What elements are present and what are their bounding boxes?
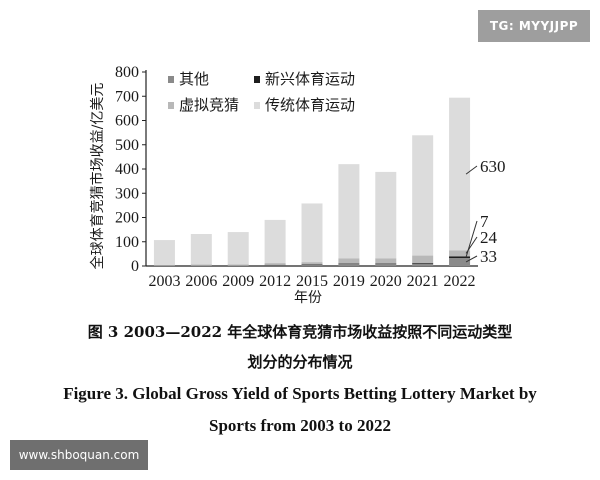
- legend-label: 新兴体育运动: [265, 70, 355, 88]
- bar-segment: [449, 250, 471, 257]
- x-tick-label: 2006: [185, 273, 217, 290]
- bar-segment: [412, 255, 434, 263]
- legend-label: 传统体育运动: [265, 96, 355, 114]
- watermark-site: www.shboquan.com: [10, 440, 148, 470]
- bar-segment: [264, 265, 286, 266]
- annotation-label: 33: [480, 247, 497, 266]
- annotation-leader: [465, 255, 478, 263]
- bar-segment: [190, 264, 212, 266]
- y-tick-label: 500: [115, 137, 139, 154]
- y-tick-label: 200: [115, 210, 139, 227]
- bar-segment: [449, 97, 471, 251]
- annotation-label: 7: [480, 212, 489, 231]
- x-tick-label: 2015: [296, 273, 328, 290]
- stacked-bar-chart: 0 100 200 300 400 500 600 700 800 2003 2006 2009 201…: [89, 64, 506, 306]
- x-tick-label: 2020: [370, 273, 402, 290]
- bar-segment: [153, 265, 175, 267]
- bar-segment: [338, 258, 360, 264]
- bar-segment: [190, 265, 212, 266]
- caption-cn-line1: 图 3 2003—2022 年全球体育竞猜市场收益按照不同运动类型: [87, 323, 513, 341]
- bar-segment: [301, 264, 323, 266]
- bar-segment: [153, 264, 175, 266]
- y-tick-label: 400: [115, 161, 139, 178]
- bar-segment: [375, 264, 397, 266]
- bar-segment: [375, 263, 397, 265]
- bar-segment: [227, 264, 249, 266]
- annotation-leader: [465, 236, 478, 254]
- bar-segment: [227, 232, 249, 265]
- bar-segment: [449, 257, 471, 266]
- legend-swatch: [168, 102, 174, 109]
- annotation-label: 630: [480, 157, 506, 176]
- x-tick-label: 2003: [148, 273, 180, 290]
- tick-labels: 0 100 200 300 400 500 600 700 800 2003 2006 2009 201…: [115, 64, 476, 290]
- watermark-tg: TG: MYYJJPP: [478, 10, 590, 42]
- bar-segment: [301, 264, 323, 266]
- x-tick-label: 2009: [222, 273, 254, 290]
- annotation-label: 24: [480, 228, 498, 247]
- legend-label: 其他: [179, 70, 209, 88]
- bar-segment: [338, 263, 360, 265]
- bar-segment: [449, 256, 471, 258]
- y-tick-label: 600: [115, 113, 139, 130]
- x-tick-label: 2012: [259, 273, 291, 290]
- y-tick-label: 700: [115, 88, 139, 105]
- bar-segment: [338, 264, 360, 266]
- bar-segment: [190, 233, 212, 265]
- x-tick-label: 2021: [407, 273, 439, 290]
- y-tick-label: 300: [115, 185, 139, 202]
- bar-segment: [153, 240, 175, 265]
- bar-segment: [338, 164, 360, 259]
- caption-en-line2: Sports from 2003 to 2022: [209, 416, 391, 435]
- bar-segment: [375, 171, 397, 259]
- bars: [153, 97, 471, 267]
- y-axis-title: 全球体育竞猜市场收益/亿美元: [89, 83, 106, 270]
- bar-segment: [301, 262, 323, 265]
- caption-en-line1: Figure 3. Global Gross Yield of Sports B…: [63, 384, 537, 403]
- caption-cn-line2: 划分的分布情况: [247, 353, 353, 371]
- bar-segment: [264, 264, 286, 266]
- x-tick-label: 2019: [333, 273, 365, 290]
- y-tick-label: 0: [131, 258, 139, 275]
- legend-swatch: [168, 76, 174, 83]
- bar-segment: [375, 258, 397, 264]
- x-tick-label: 2022: [444, 273, 476, 290]
- bar-segment: [412, 262, 434, 264]
- bar-segment: [412, 135, 434, 256]
- y-tick-label: 100: [115, 234, 139, 251]
- y-tick-label: 800: [115, 64, 139, 81]
- bar-segment: [412, 263, 434, 266]
- legend-label: 虚拟竞猜: [179, 96, 239, 114]
- annotation-leader: [465, 165, 478, 175]
- bar-segment: [227, 265, 249, 266]
- legend-swatch: [254, 102, 260, 109]
- legend-swatch: [254, 76, 260, 83]
- bar-segment: [301, 203, 323, 263]
- bar-segment: [264, 219, 286, 264]
- bar-segment: [264, 263, 286, 265]
- x-axis-title: 年份: [294, 290, 322, 306]
